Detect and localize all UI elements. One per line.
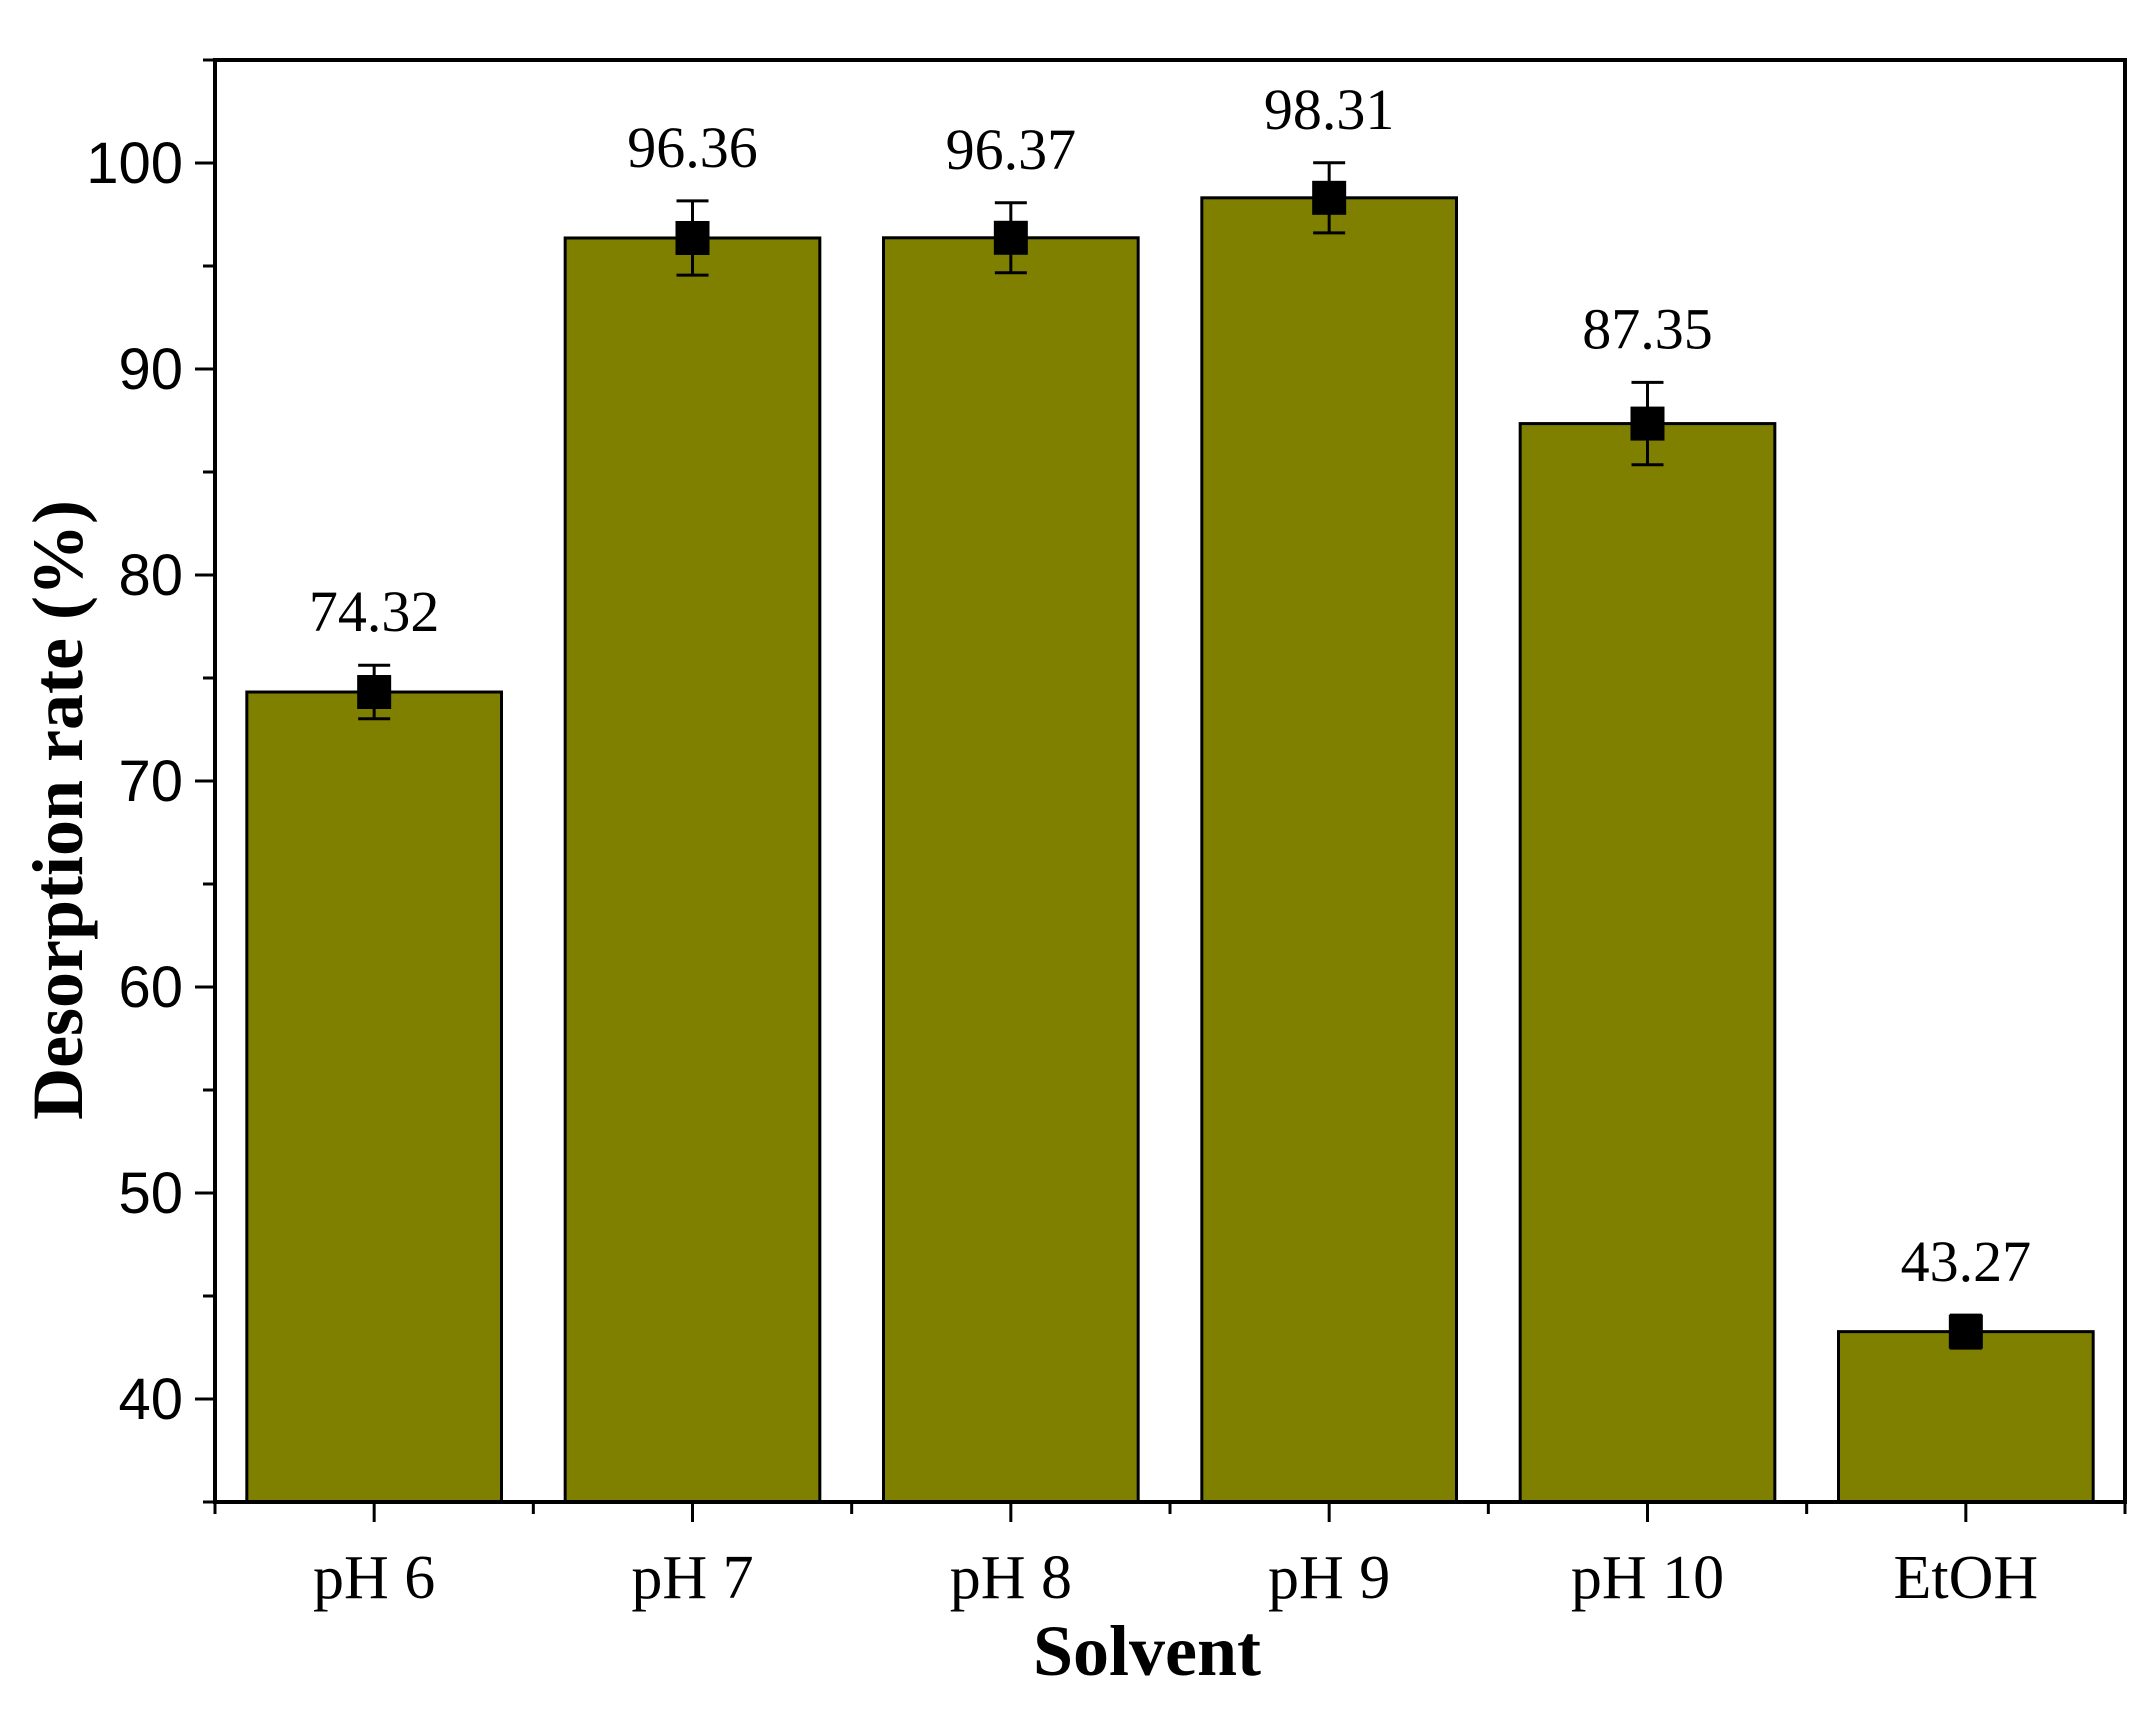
data-point-marker [1948,1314,1983,1349]
value-label: 96.37 [946,117,1077,182]
x-tick-label: pH 6 [313,1544,435,1612]
y-tick-label: 80 [118,543,183,608]
x-tick-label: EtOH [1894,1544,2039,1612]
bars-layer [245,196,2095,1504]
bar [1518,422,1777,1504]
value-label: 96.36 [627,115,758,180]
value-label: 87.35 [1582,296,1713,361]
data-point-marker [1630,406,1665,441]
markers-layer [357,161,1983,1350]
data-point-marker [675,220,710,255]
labels-layer: 40 50 60 70 80 90 100 74.32 pH 6 96.36 pH 7 96.37 pH… [86,77,2038,1612]
y-tick-label: 40 [118,1367,183,1432]
y-tick-label: 90 [118,337,183,402]
data-point-marker [993,220,1028,255]
value-label: 74.32 [309,579,440,644]
value-label: 43.27 [1901,1229,2032,1294]
data-point-marker [357,675,392,710]
y-tick-label: 50 [118,1161,183,1226]
x-tick-label: pH 10 [1571,1544,1724,1612]
y-tick-label: 100 [86,131,183,196]
axes-layer [195,58,2127,1522]
bar [1837,1330,2095,1504]
bar [882,236,1140,1504]
y-tick-label: 60 [118,955,183,1020]
bar [245,690,503,1504]
x-tick-label: pH 9 [1268,1544,1390,1612]
y-tick-label: 70 [118,749,183,814]
bar [1200,196,1459,1504]
x-tick-label: pH 8 [950,1544,1072,1612]
value-label: 98.31 [1264,77,1395,142]
x-axis-title: Solvent [1033,1611,1261,1691]
x-tick-label: pH 7 [631,1544,753,1612]
data-point-marker [1312,180,1347,215]
y-axis-title: Desorption rate (%) [18,500,98,1120]
bar [563,236,822,1504]
